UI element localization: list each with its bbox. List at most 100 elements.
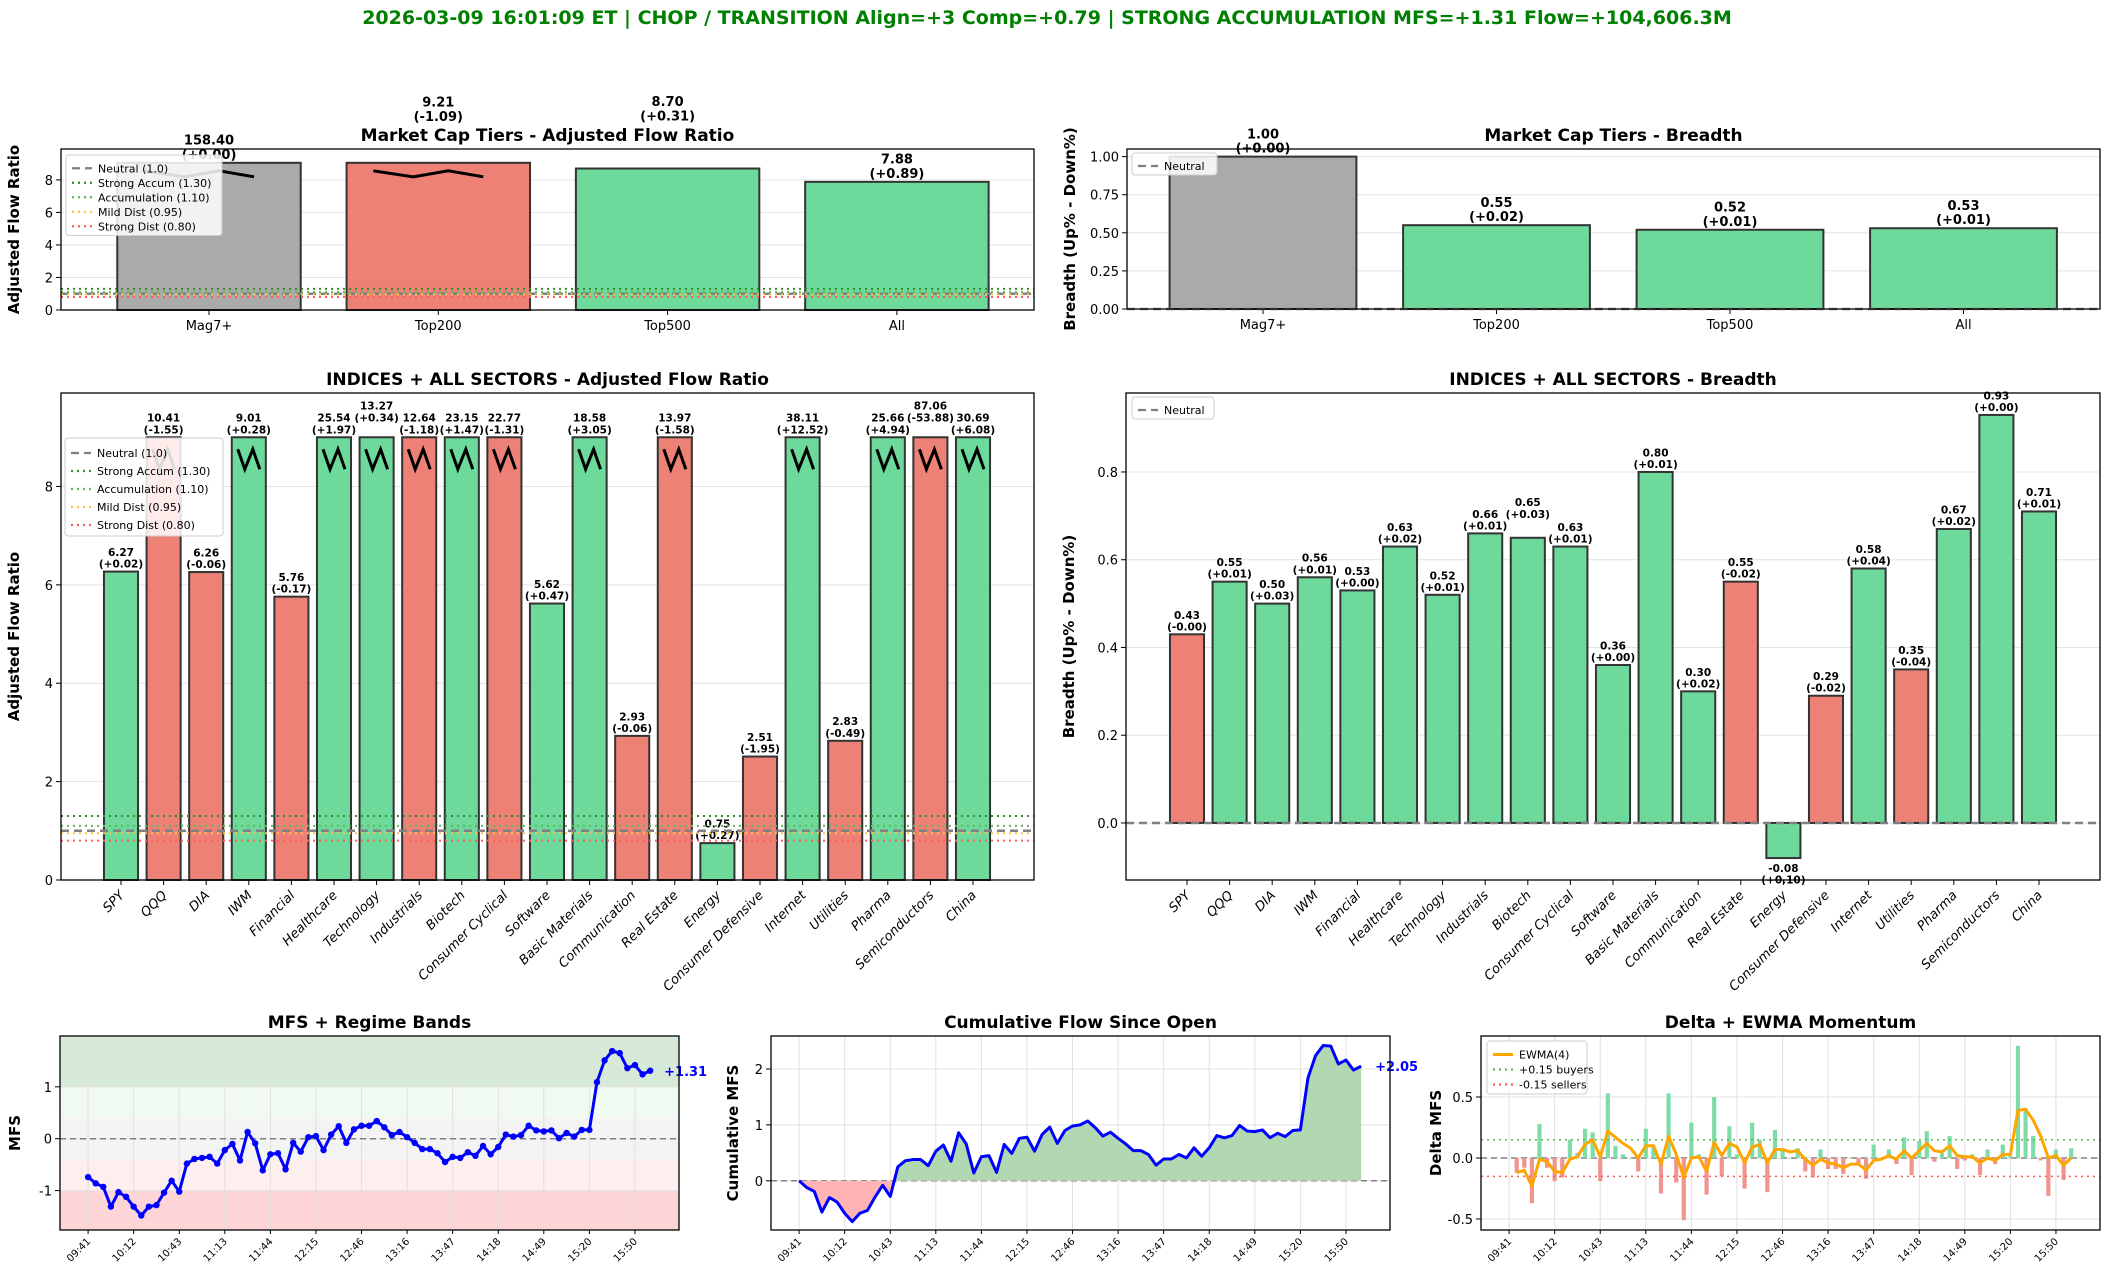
bar-change-label: (-0.00) bbox=[1167, 621, 1207, 633]
bar-change-label: (-0.04) bbox=[1891, 656, 1931, 668]
x-tick-label: SPY bbox=[1166, 887, 1194, 915]
bar-basic-materials bbox=[571, 436, 608, 881]
bar-software bbox=[528, 602, 566, 882]
chart-title: INDICES + ALL SECTORS - Adjusted Flow Ra… bbox=[326, 370, 769, 390]
bar-value-label: 0.65 bbox=[1515, 497, 1541, 509]
y-tick-label: 0.6 bbox=[1097, 554, 1118, 569]
bar-pharma bbox=[1935, 528, 1972, 824]
legend: Neutral bbox=[1131, 396, 1215, 420]
y-axis-label: Breadth (Up% - Down%) bbox=[1060, 535, 1078, 739]
y-tick-label: 0.0 bbox=[1452, 1152, 1473, 1167]
data-point bbox=[517, 1131, 525, 1139]
x-tick-label: DIA bbox=[1252, 888, 1279, 915]
x-tick-label: 10:43 bbox=[156, 1236, 184, 1264]
legend-entry: Neutral bbox=[1164, 160, 1205, 173]
data-point bbox=[525, 1122, 532, 1129]
data-point bbox=[487, 1151, 494, 1158]
axis-break-marker bbox=[321, 444, 347, 474]
ewma-line bbox=[1516, 1107, 2073, 1188]
y-axis-label: Delta MFS bbox=[1427, 1090, 1445, 1176]
bar-change-label: (+3.05) bbox=[567, 424, 611, 436]
regime-band bbox=[60, 1036, 679, 1087]
data-point bbox=[441, 1158, 449, 1166]
bar-value-label: 0.63 bbox=[1557, 522, 1583, 534]
bar-china bbox=[2020, 510, 2058, 824]
bar-change-label: (+0.01) bbox=[1463, 520, 1507, 532]
x-tick-label: Mag7+ bbox=[186, 319, 233, 334]
x-tick-label: 11:13 bbox=[202, 1236, 230, 1264]
delta-bar bbox=[1704, 1158, 1709, 1195]
bar-spy bbox=[102, 570, 140, 881]
data-point bbox=[130, 1203, 137, 1210]
data-point bbox=[631, 1061, 639, 1069]
delta-bar bbox=[1788, 1158, 1793, 1159]
bar-value-label: 2.51 bbox=[747, 732, 773, 744]
bar-value-label: 0.30 bbox=[1685, 667, 1711, 679]
bar-change-label: (-0.06) bbox=[186, 559, 226, 571]
data-point bbox=[289, 1139, 297, 1147]
bar-value-label: 0.43 bbox=[1174, 610, 1200, 622]
data-point bbox=[639, 1071, 646, 1078]
figure-suptitle: 2026-03-09 16:01:09 ET | CHOP / TRANSITI… bbox=[362, 7, 1732, 29]
legend-entry: Strong Accum (1.30) bbox=[98, 177, 211, 190]
delta-bar bbox=[1780, 1150, 1785, 1159]
legend: EWMA(4) +0.15 buyers -0.15 sellers bbox=[1486, 1040, 1594, 1095]
delta-bar bbox=[1856, 1158, 1861, 1166]
bar-qqq bbox=[1211, 580, 1248, 824]
delta-bar bbox=[1628, 1158, 1633, 1159]
x-tick-label: Top500 bbox=[1706, 318, 1754, 333]
axis-break-marker bbox=[449, 444, 475, 474]
x-tick-label: 10:12 bbox=[111, 1236, 139, 1264]
bar-value-label: 0.52 bbox=[1714, 200, 1746, 215]
bar-top200 bbox=[345, 161, 532, 311]
x-tick-label: 14:49 bbox=[1232, 1236, 1260, 1264]
bar-value-label: 0.53 bbox=[1344, 566, 1370, 578]
delta-bar bbox=[1666, 1093, 1671, 1159]
bar-change-label: (+0.47) bbox=[525, 591, 569, 603]
bar-change-label: (+0.01) bbox=[1548, 534, 1592, 546]
data-point bbox=[244, 1128, 251, 1136]
x-tick-label: 15:50 bbox=[612, 1236, 640, 1264]
axis-break-marker bbox=[577, 444, 603, 474]
bar-dia bbox=[1254, 602, 1291, 824]
y-tick-label: 0.00 bbox=[1090, 303, 1119, 318]
bar-financial bbox=[1339, 589, 1376, 824]
x-tick-label: Top500 bbox=[643, 319, 691, 334]
bar-value-label: 30.69 bbox=[956, 413, 989, 425]
legend-entry: Mild Dist (0.95) bbox=[98, 206, 182, 219]
axis-break-marker bbox=[662, 444, 688, 474]
data-point bbox=[312, 1132, 320, 1140]
chart-5: Cumulative Flow Since Open Cumulative MFS… bbox=[724, 1013, 1418, 1265]
bar-change-label: (-0.49) bbox=[825, 728, 865, 740]
x-tick-label: 09:41 bbox=[1486, 1236, 1514, 1264]
data-point bbox=[115, 1188, 122, 1196]
bar-china bbox=[954, 436, 992, 881]
delta-bar bbox=[1613, 1145, 1618, 1159]
legend-box bbox=[65, 154, 223, 236]
y-tick-label: 0.4 bbox=[1097, 641, 1118, 656]
bar-value-label: 0.53 bbox=[1947, 199, 1979, 214]
x-tick-label: 10:12 bbox=[1532, 1236, 1560, 1264]
legend-entry: EWMA(4) bbox=[1519, 1049, 1569, 1062]
bar-real-estate bbox=[656, 436, 693, 881]
bar-change-label: (-1.58) bbox=[655, 424, 695, 436]
bar-change-label: (+0.01) bbox=[2017, 498, 2061, 510]
bar-value-label: 13.27 bbox=[360, 401, 393, 413]
data-point bbox=[578, 1126, 585, 1134]
bar-change-label: (+0.01) bbox=[1293, 564, 1337, 576]
data-point bbox=[434, 1150, 441, 1157]
x-tick-label: 15:20 bbox=[566, 1236, 594, 1264]
data-point bbox=[183, 1160, 191, 1167]
data-point bbox=[449, 1153, 456, 1161]
x-tick-label: 13:16 bbox=[384, 1236, 412, 1264]
x-tick-label: Basic Materials bbox=[1582, 888, 1662, 968]
bar-healthcare bbox=[315, 436, 353, 881]
x-tick-label: 15:50 bbox=[2033, 1236, 2061, 1264]
x-tick-label: 09:41 bbox=[776, 1236, 804, 1264]
axes-frame bbox=[1125, 392, 2101, 881]
y-tick-label: 2 bbox=[45, 776, 53, 791]
delta-bar bbox=[2000, 1144, 2005, 1159]
data-point bbox=[191, 1155, 198, 1163]
y-tick-label: 0 bbox=[755, 1175, 763, 1190]
data-point bbox=[563, 1129, 570, 1137]
